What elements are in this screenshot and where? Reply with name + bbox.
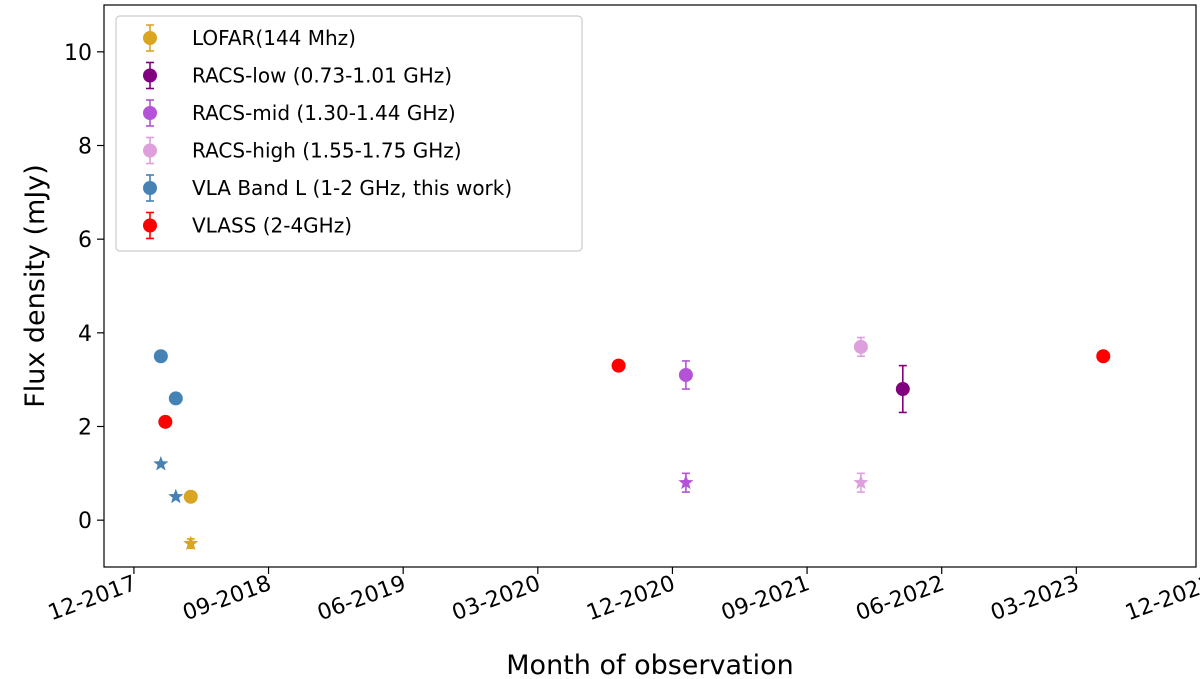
- legend-label: RACS-high (1.55-1.75 GHz): [192, 139, 462, 163]
- y-tick-label: 10: [64, 41, 92, 66]
- data-point: [168, 391, 183, 406]
- data-point-star: [153, 455, 169, 471]
- legend-marker: [143, 31, 157, 45]
- legend-label: VLA Band L (1-2 GHz, this work): [192, 176, 512, 200]
- y-axis-ticks: 0 2 4 6 8 10: [64, 41, 104, 534]
- data-point-star: [183, 535, 199, 551]
- y-tick-label: 4: [78, 322, 92, 347]
- data-point: [895, 382, 910, 397]
- legend-label: RACS-low (0.73-1.01 GHz): [192, 64, 452, 88]
- legend-label: RACS-mid (1.30-1.44 GHz): [192, 101, 456, 125]
- data-point-star: [853, 474, 869, 490]
- data-point-star: [678, 474, 694, 490]
- legend-marker: [143, 218, 157, 233]
- legend-marker: [143, 106, 157, 120]
- data-point: [158, 414, 173, 429]
- data-point: [153, 349, 168, 364]
- legend-marker: [143, 68, 157, 83]
- data-point: [853, 339, 868, 354]
- legend-label: LOFAR(144 Mhz): [192, 26, 356, 50]
- data-point: [1096, 349, 1111, 364]
- data-point: [678, 367, 693, 382]
- legend-marker: [143, 143, 157, 158]
- y-tick-label: 8: [78, 135, 92, 160]
- legend-marker: [143, 181, 157, 195]
- legend: LOFAR(144 Mhz) RACS-low (0.73-1.01 GHz) RA…: [115, 15, 583, 252]
- y-tick-label: 2: [78, 416, 92, 441]
- y-axis-title: Flux density (mJy): [20, 164, 51, 408]
- data-point: [611, 358, 626, 373]
- y-tick-label: 0: [78, 509, 92, 534]
- legend-label: VLASS (2-4GHz): [192, 214, 352, 238]
- plot-frame: [103, 4, 1197, 568]
- data-points: [153, 336, 1111, 551]
- data-point: [183, 489, 198, 504]
- y-tick-label: 6: [78, 228, 92, 253]
- legend-box: [115, 15, 583, 252]
- x-axis-title: Month of observation: [506, 650, 794, 679]
- data-point-star: [168, 488, 184, 504]
